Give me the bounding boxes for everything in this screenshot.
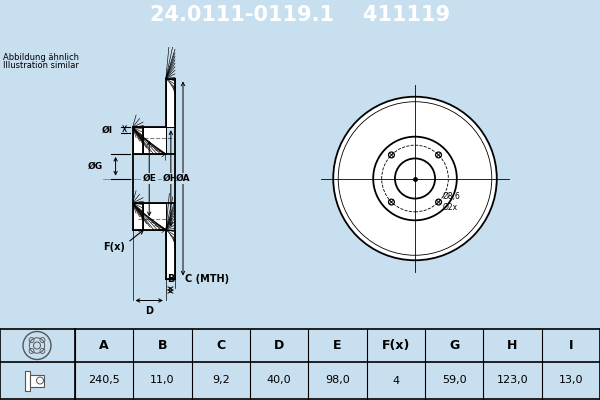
- Circle shape: [333, 97, 497, 260]
- Text: Ø8,6
Ø2x: Ø8,6 Ø2x: [442, 192, 460, 212]
- Text: H: H: [508, 339, 518, 352]
- Bar: [166, 230, 175, 278]
- Text: C (MTH): C (MTH): [185, 274, 229, 284]
- Text: B: B: [158, 339, 167, 352]
- Text: 9,2: 9,2: [212, 376, 230, 386]
- Bar: [133, 127, 143, 154]
- Text: 98,0: 98,0: [325, 376, 350, 386]
- Text: G: G: [449, 339, 459, 352]
- Text: Ate: Ate: [415, 196, 472, 224]
- Text: ØG: ØG: [88, 162, 103, 171]
- Text: E: E: [333, 339, 342, 352]
- Text: C: C: [216, 339, 226, 352]
- Text: I: I: [569, 339, 573, 352]
- Bar: [25, 370, 30, 390]
- Text: 11,0: 11,0: [150, 376, 175, 386]
- Text: D: D: [274, 339, 284, 352]
- Text: F(x): F(x): [103, 242, 125, 252]
- Text: 13,0: 13,0: [559, 376, 583, 386]
- Text: ØI: ØI: [101, 126, 113, 134]
- Text: F(x): F(x): [382, 339, 410, 352]
- Bar: [133, 203, 166, 230]
- Text: 123,0: 123,0: [497, 376, 529, 386]
- Text: D: D: [145, 306, 153, 316]
- Text: Abbildung ähnlich: Abbildung ähnlich: [3, 54, 79, 62]
- Text: 24.0111-0119.1    411119: 24.0111-0119.1 411119: [150, 5, 450, 25]
- Text: B: B: [167, 274, 174, 284]
- Text: A: A: [100, 339, 109, 352]
- Text: Illustration similar: Illustration similar: [3, 60, 79, 70]
- Bar: [30, 374, 44, 386]
- Bar: [133, 127, 166, 154]
- Text: ØA: ØA: [176, 174, 190, 183]
- Bar: [0, 329, 75, 399]
- Bar: [133, 203, 143, 230]
- Text: 59,0: 59,0: [442, 376, 466, 386]
- Text: 240,5: 240,5: [88, 376, 120, 386]
- Text: ØH: ØH: [163, 174, 179, 183]
- Text: ØE: ØE: [142, 174, 156, 183]
- Text: 4: 4: [392, 376, 400, 386]
- Text: 40,0: 40,0: [267, 376, 292, 386]
- Bar: [166, 78, 175, 127]
